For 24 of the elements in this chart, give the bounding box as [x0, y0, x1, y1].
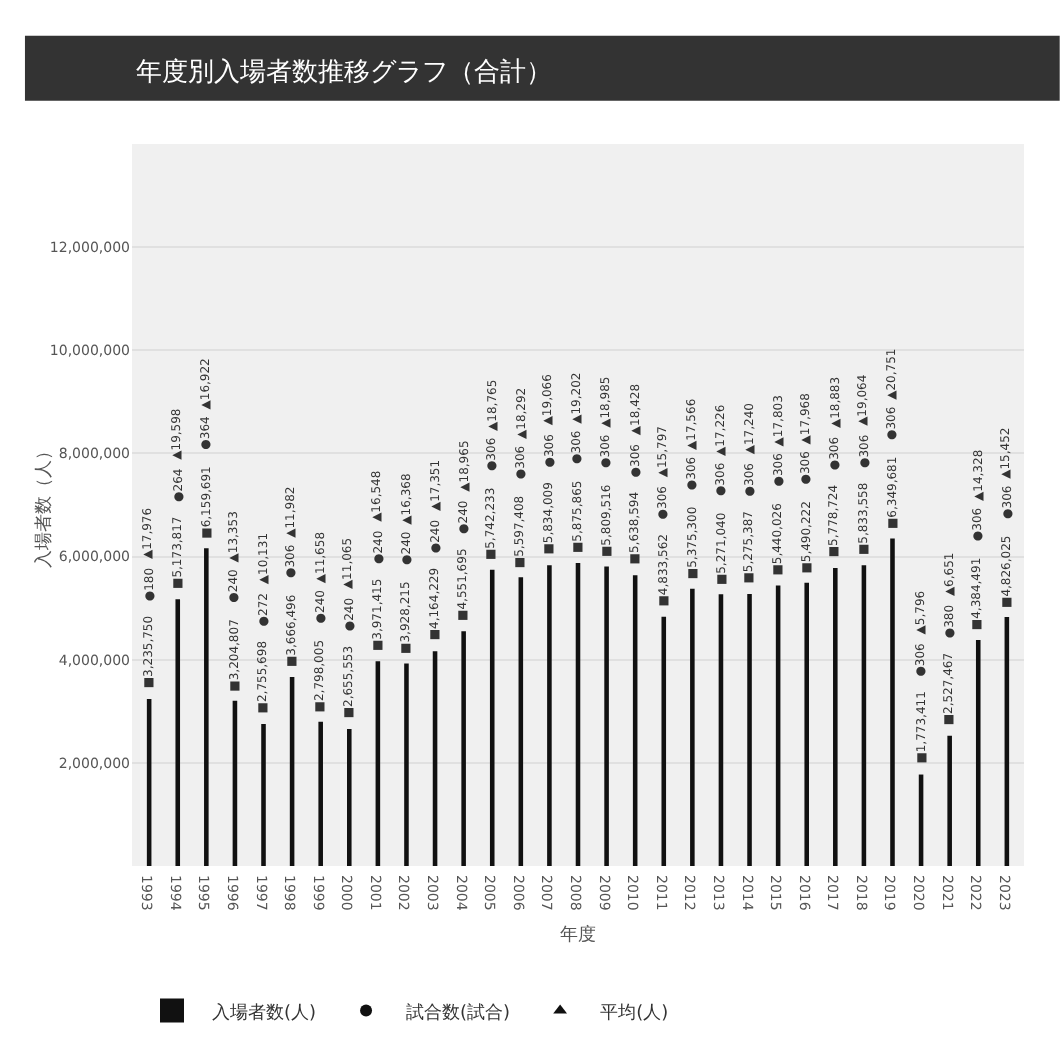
x-axis-title: 年度: [560, 924, 596, 946]
legend-label: 平均(人): [600, 1001, 669, 1024]
legend-label: 入場者数(人): [212, 1001, 317, 1024]
bar: [690, 588, 695, 866]
bar: [175, 599, 181, 866]
bar: [547, 565, 552, 866]
bar: [947, 735, 952, 866]
bar: [661, 616, 667, 866]
legend-label: 試合数(試合): [406, 1001, 511, 1024]
bar: [347, 729, 352, 866]
bar: [461, 631, 466, 866]
bar: [747, 593, 752, 866]
bar: [261, 723, 266, 866]
y-axis-title: 入場者数（人）: [32, 442, 55, 568]
bar: [204, 548, 209, 866]
bar: [833, 567, 838, 866]
bar: [975, 639, 981, 866]
chart-title: 年度別入場者数推移グラフ（合計）: [136, 56, 552, 88]
bar: [804, 582, 809, 866]
bar: [318, 721, 323, 866]
bar: [404, 663, 409, 866]
bar: [604, 566, 609, 866]
bar: [489, 569, 495, 866]
bar: [890, 538, 895, 866]
